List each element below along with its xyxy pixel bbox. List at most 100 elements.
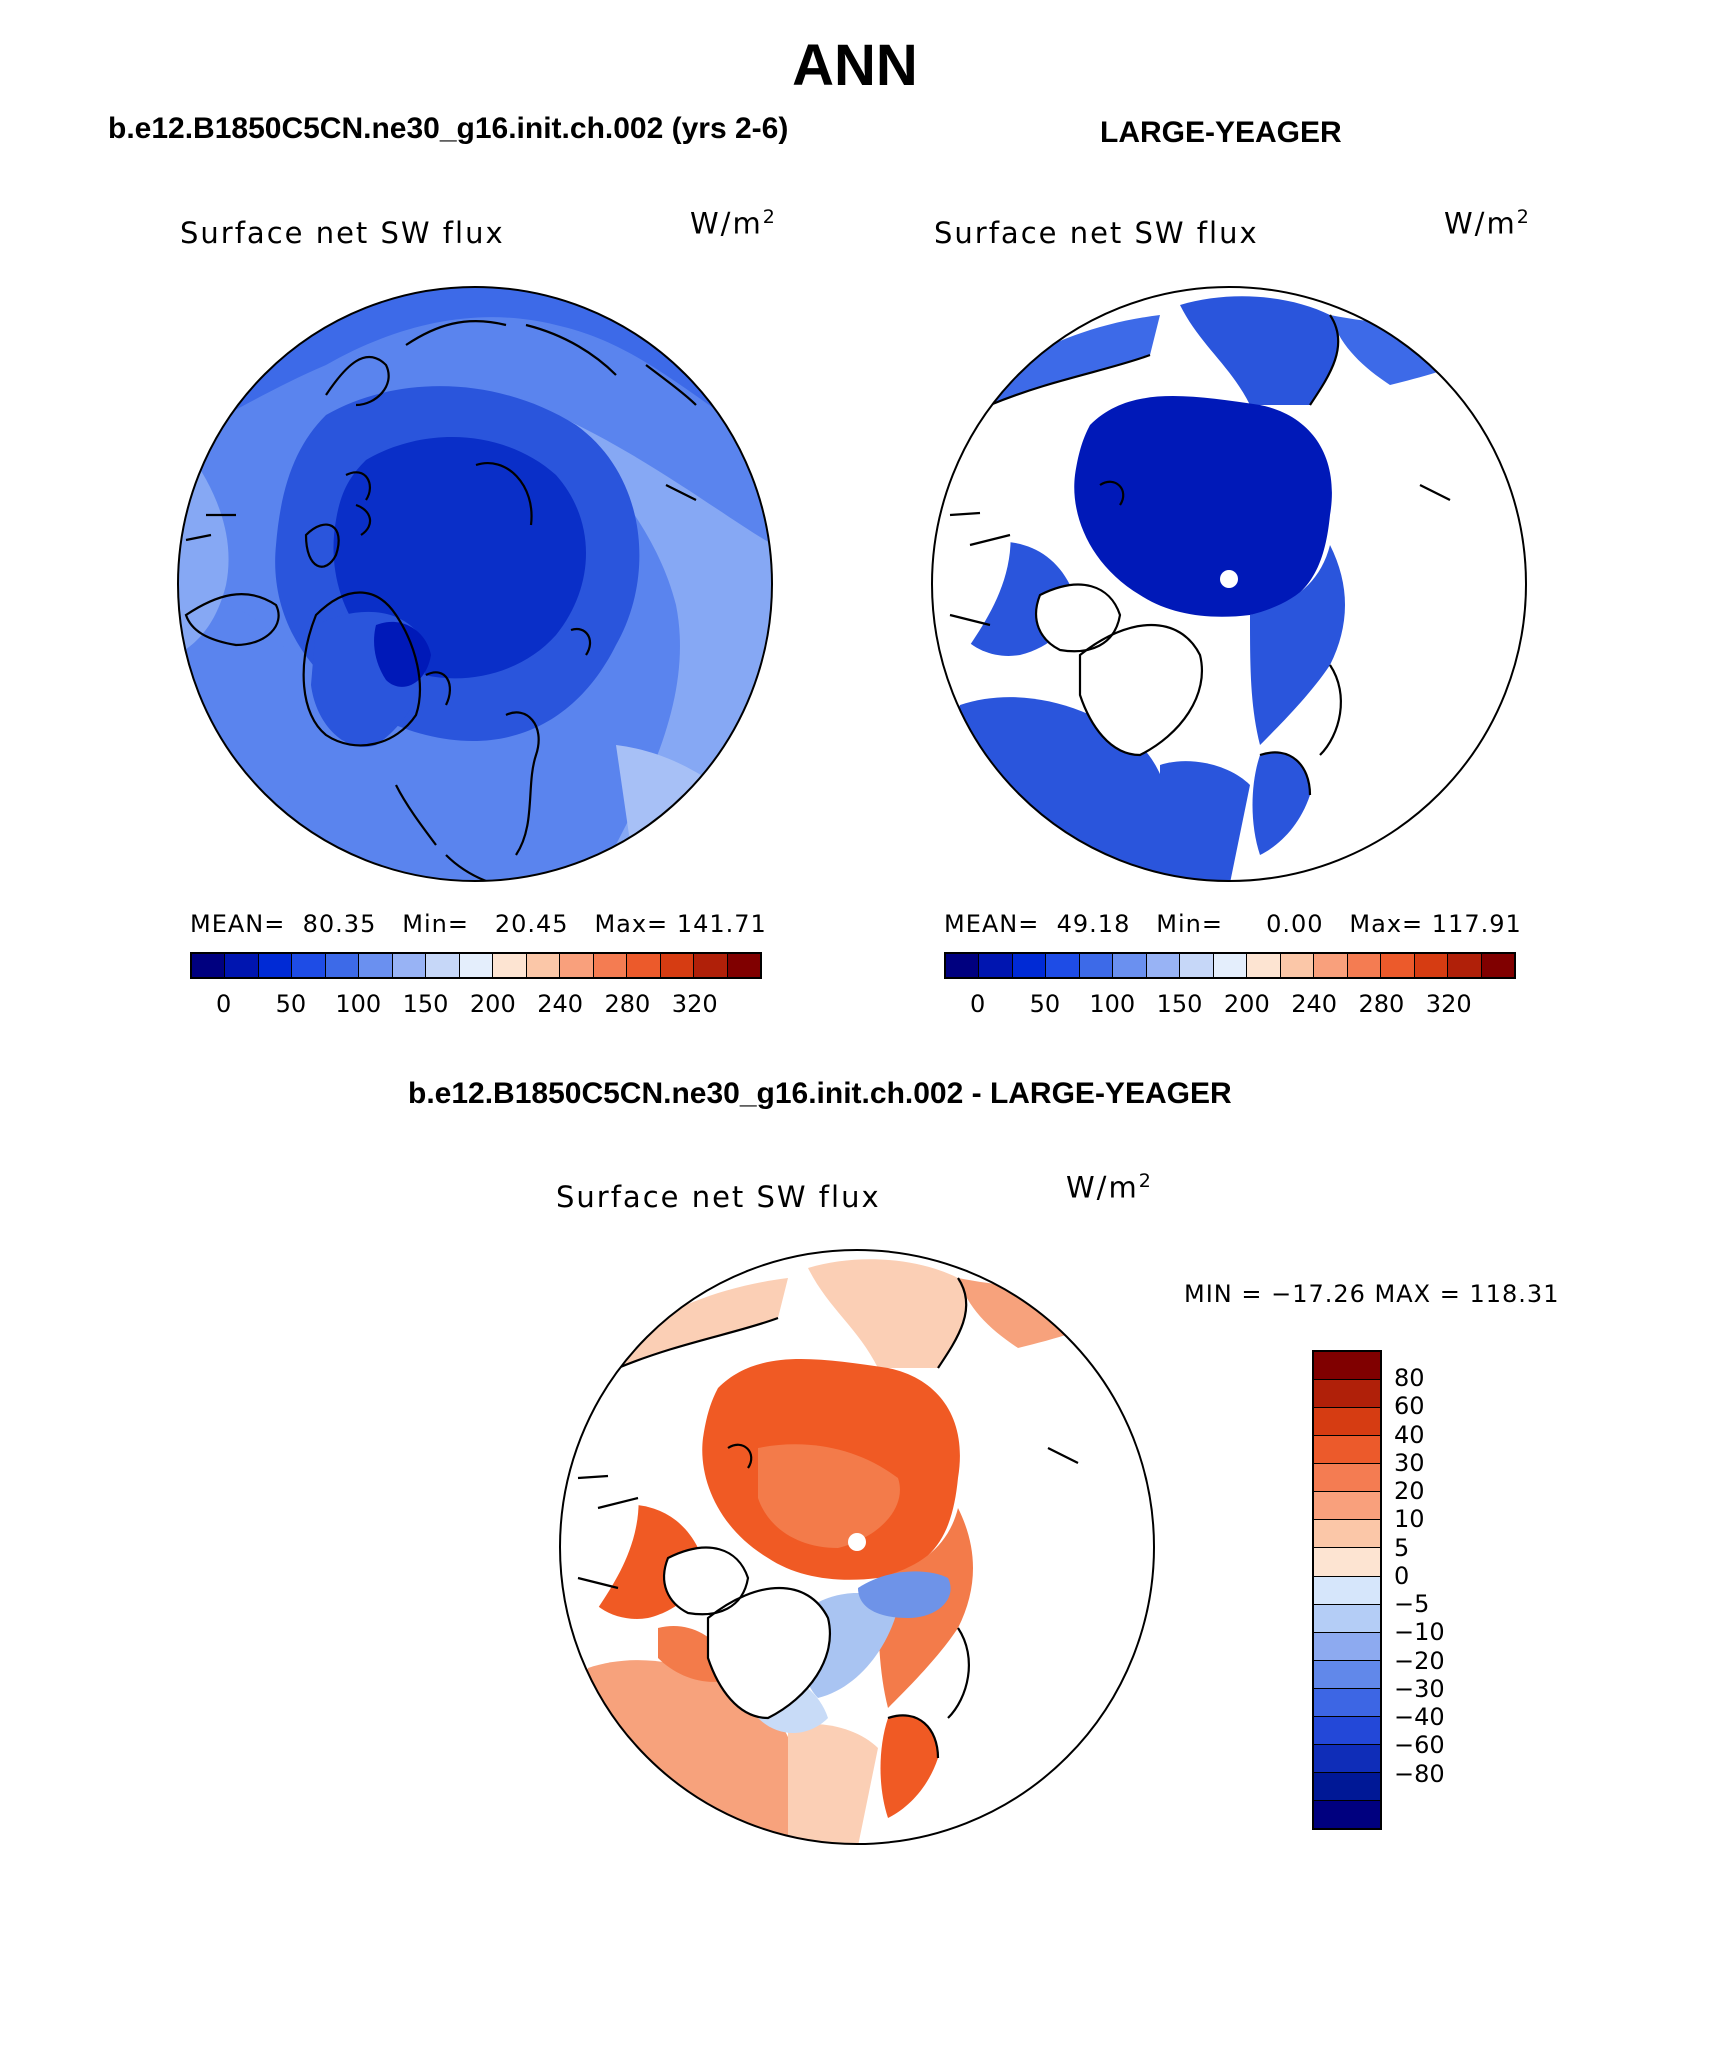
colorbar-swatch: [1314, 1801, 1380, 1829]
colorbar-swatch: [660, 954, 695, 977]
colorbar-swatch: [1280, 954, 1315, 977]
colorbar-swatch: [392, 954, 427, 977]
right-stats: MEAN= 49.18 Min= 0.00 Max= 117.91: [944, 910, 1522, 938]
colorbar-tick-label: −10: [1394, 1618, 1445, 1647]
colorbar-swatch: [1314, 1576, 1380, 1605]
colorbar-swatch: [593, 954, 628, 977]
colorbar-tick-label: 240: [537, 990, 584, 1018]
colorbar-tick-label: 20: [1394, 1477, 1425, 1506]
colorbar-swatch: [1314, 1408, 1380, 1437]
colorbar-swatch: [526, 954, 561, 977]
left-variable-label: Surface net SW flux: [180, 216, 505, 250]
colorbar-tick-label: 280: [1358, 990, 1405, 1018]
left-case-title: b.e12.B1850C5CN.ne30_g16.init.ch.002 (yr…: [108, 112, 789, 145]
colorbar-swatch: [1414, 954, 1449, 977]
colorbar-swatch: [1046, 954, 1080, 977]
colorbar-tick-label: 50: [1029, 990, 1061, 1018]
right-case-title: LARGE-YEAGER: [1100, 116, 1342, 149]
colorbar-swatch: [1113, 954, 1147, 977]
colorbar-swatch: [1314, 1688, 1380, 1717]
colorbar-tick-label: 60: [1394, 1392, 1425, 1421]
colorbar-swatch: [1381, 954, 1415, 977]
colorbar-swatch: [979, 954, 1013, 977]
diff-case-title: b.e12.B1850C5CN.ne30_g16.init.ch.002 - L…: [408, 1077, 1232, 1110]
diff-variable-label: Surface net SW flux: [556, 1180, 881, 1214]
colorbar-swatch: [1213, 954, 1248, 977]
colorbar-swatch: [1314, 954, 1348, 977]
diff-colorbar: [1312, 1350, 1382, 1830]
colorbar-tick-label: 10: [1394, 1505, 1425, 1534]
colorbar-swatch: [694, 954, 728, 977]
left-polar-map: [177, 286, 773, 882]
colorbar-tick-label: 100: [335, 990, 382, 1018]
colorbar-swatch: [1314, 1604, 1380, 1633]
left-unit-label: W/m2: [690, 206, 777, 241]
colorbar-tick-label: 320: [671, 990, 718, 1018]
colorbar-tick-label: 5: [1394, 1533, 1410, 1562]
colorbar-swatch: [946, 954, 980, 977]
colorbar-swatch: [1314, 1772, 1380, 1801]
right-colorbar-ticks: 0 50 100 150 200 240 280 320: [944, 990, 1516, 1020]
colorbar-swatch: [1314, 1436, 1380, 1465]
left-colorbar: [190, 952, 762, 979]
colorbar-swatch: [1180, 954, 1214, 977]
colorbar-tick-label: −30: [1394, 1674, 1445, 1703]
colorbar-tick-label: 80: [1394, 1364, 1425, 1393]
colorbar-tick-label: 150: [1156, 990, 1203, 1018]
colorbar-swatch: [1314, 1744, 1380, 1773]
right-colorbar: [944, 952, 1516, 979]
colorbar-swatch: [1314, 1660, 1380, 1689]
colorbar-tick-label: 30: [1394, 1448, 1425, 1477]
colorbar-swatch: [225, 954, 259, 977]
colorbar-swatch: [1314, 1520, 1380, 1549]
colorbar-tick-label: 0: [1394, 1561, 1410, 1590]
colorbar-tick-label: 50: [275, 990, 307, 1018]
left-colorbar-ticks: 0 50 100 150 200 240 280 320: [190, 990, 762, 1020]
colorbar-tick-label: −40: [1394, 1703, 1445, 1732]
colorbar-swatch: [1079, 954, 1114, 977]
colorbar-swatch: [1012, 954, 1047, 977]
colorbar-tick-label: 150: [402, 990, 449, 1018]
colorbar-swatch: [1448, 954, 1482, 977]
colorbar-tick-label: −80: [1394, 1759, 1445, 1788]
colorbar-swatch: [1314, 1352, 1380, 1381]
diff-colorbar-labels: 80 60 40 30 20 10 5 0 −5 −10 −20 −30 −40 −60 −80: [1394, 1350, 1474, 1830]
colorbar-tick-label: −60: [1394, 1731, 1445, 1760]
colorbar-tick-label: 0: [970, 990, 986, 1018]
right-polar-map: [931, 286, 1527, 882]
colorbar-swatch: [426, 954, 460, 977]
colorbar-tick-label: 280: [604, 990, 651, 1018]
colorbar-swatch: [359, 954, 393, 977]
colorbar-swatch: [1314, 1464, 1380, 1493]
colorbar-swatch: [258, 954, 293, 977]
right-unit-label: W/m2: [1444, 206, 1531, 241]
colorbar-tick-label: 200: [1223, 990, 1270, 1018]
colorbar-swatch: [292, 954, 326, 977]
colorbar-swatch: [1247, 954, 1281, 977]
colorbar-swatch: [727, 954, 760, 977]
colorbar-swatch: [1314, 1492, 1380, 1521]
colorbar-swatch: [192, 954, 226, 977]
diff-polar-map: [559, 1249, 1155, 1845]
colorbar-swatch: [1146, 954, 1181, 977]
colorbar-swatch: [1314, 1716, 1380, 1745]
colorbar-swatch: [1347, 954, 1382, 977]
colorbar-tick-label: 0: [216, 990, 232, 1018]
colorbar-swatch: [493, 954, 527, 977]
colorbar-swatch: [560, 954, 594, 977]
colorbar-tick-label: 320: [1425, 990, 1472, 1018]
colorbar-swatch: [1314, 1632, 1380, 1661]
colorbar-tick-label: 40: [1394, 1420, 1425, 1449]
right-variable-label: Surface net SW flux: [934, 216, 1259, 250]
diff-minmax: MIN = −17.26 MAX = 118.31: [1184, 1280, 1560, 1308]
colorbar-swatch: [627, 954, 661, 977]
colorbar-swatch: [1314, 1380, 1380, 1409]
colorbar-tick-label: −20: [1394, 1646, 1445, 1675]
colorbar-tick-label: 100: [1089, 990, 1136, 1018]
colorbar-swatch: [325, 954, 360, 977]
diff-unit-label: W/m2: [1066, 1170, 1153, 1205]
page-title: ANN: [792, 33, 918, 98]
colorbar-swatch: [459, 954, 494, 977]
colorbar-tick-label: 240: [1291, 990, 1338, 1018]
left-stats: MEAN= 80.35 Min= 20.45 Max= 141.71: [190, 910, 767, 938]
